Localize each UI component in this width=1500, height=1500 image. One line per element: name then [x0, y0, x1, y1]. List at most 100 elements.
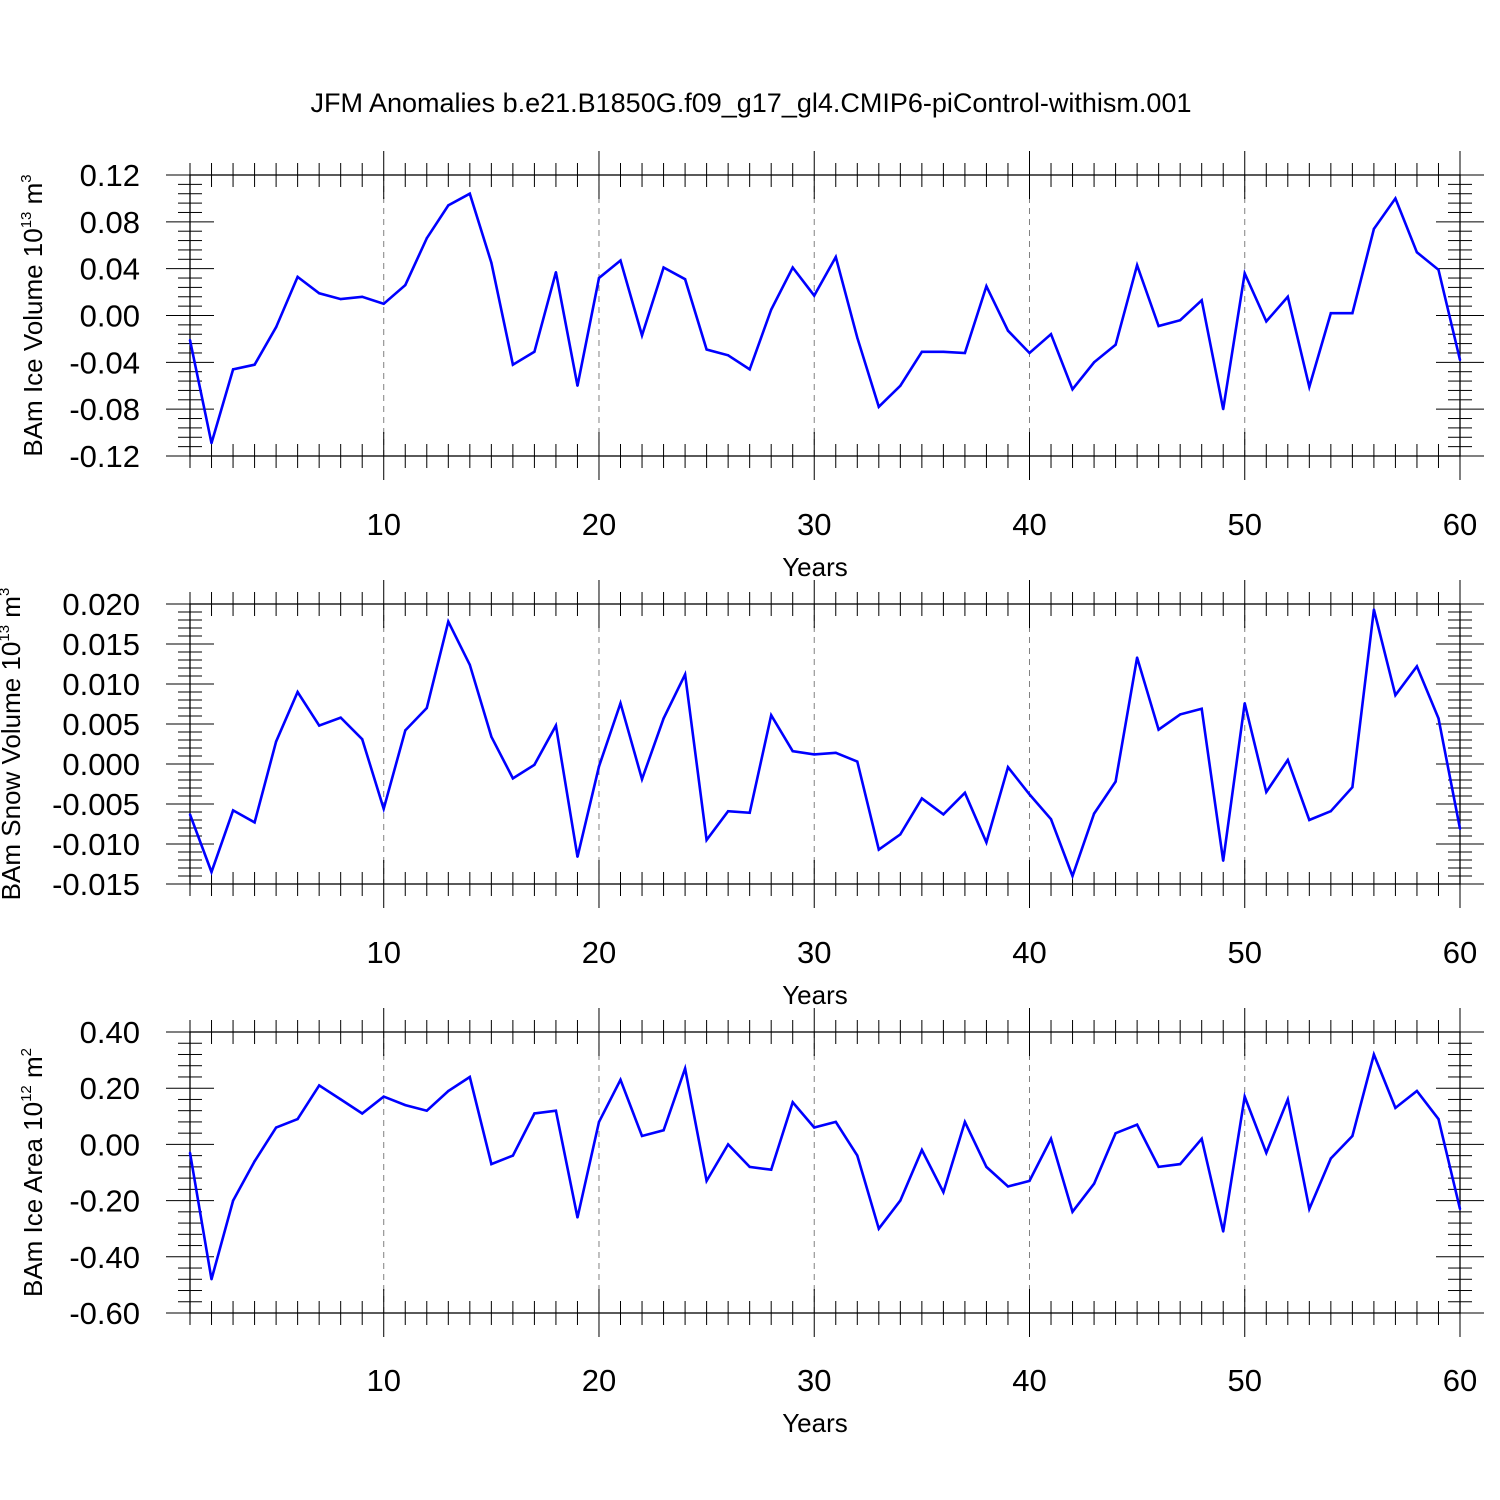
y-tick-label: 0.20: [80, 1071, 140, 1106]
data-point: [1415, 1089, 1419, 1093]
data-point: [1437, 717, 1440, 720]
y-axis-title: BAm Ice Volume 1013 m3: [18, 174, 48, 456]
data-point: [447, 204, 450, 207]
y-tick-label: -0.08: [69, 392, 140, 427]
data-point: [274, 740, 278, 743]
data-point: [834, 1120, 837, 1124]
x-tick-label: 10: [366, 935, 400, 970]
data-point: [942, 350, 945, 353]
data-point: [339, 716, 342, 719]
y-axis-title: BAm Ice Area 1012 m2: [18, 1048, 48, 1297]
data-point: [317, 724, 321, 727]
data-point: [597, 276, 601, 280]
data-point: [253, 363, 256, 366]
data-point: [985, 285, 988, 288]
data-point: [920, 797, 924, 800]
y-tick-label: 0.08: [80, 205, 140, 240]
data-point: [231, 809, 235, 812]
data-point: [1286, 758, 1289, 762]
data-point: [425, 1109, 428, 1112]
plot-frame: [189, 174, 1461, 457]
data-point: [231, 1199, 235, 1202]
data-point: [726, 1143, 730, 1146]
x-tick-label: 40: [1012, 1363, 1046, 1398]
data-point: [1351, 786, 1354, 789]
data-point: [813, 1126, 816, 1129]
x-tick-label: 50: [1228, 507, 1262, 542]
series-line: [188, 1050, 1462, 1280]
data-point: [619, 1078, 622, 1081]
data-point: [1437, 268, 1440, 272]
data-point: [1351, 1134, 1354, 1138]
data-point: [1329, 311, 1333, 315]
data-point: [490, 261, 493, 265]
y-tick-label: -0.005: [52, 787, 140, 822]
data-point: [963, 1120, 967, 1124]
data-point: [296, 690, 299, 694]
data-point: [253, 821, 256, 824]
data-point: [296, 275, 299, 279]
data-point: [963, 351, 967, 355]
x-tick-label: 40: [1012, 507, 1046, 542]
y-tick-label: 0.12: [80, 158, 140, 193]
data-point: [813, 753, 816, 756]
data-point: [1092, 361, 1096, 364]
panel-snow-volume: -0.015 -0.010 -0.005 0.000 0.005 0.010 0.015 0.…: [0, 580, 1484, 1010]
y-tick-label: -0.010: [52, 827, 140, 862]
data-point: [231, 368, 235, 371]
data-point: [1243, 272, 1246, 275]
x-tick-label: 20: [582, 507, 616, 542]
data-point: [662, 1129, 665, 1132]
data-point: [640, 778, 644, 781]
data-point: [576, 384, 579, 387]
data-point: [1372, 608, 1376, 611]
data-point: [425, 237, 428, 240]
x-axis-title: Years: [782, 980, 848, 1010]
data-point: [705, 838, 708, 842]
data-point: [511, 363, 515, 366]
x-tick-label: 30: [797, 507, 831, 542]
data-point: [533, 763, 536, 766]
data-point: [468, 663, 472, 666]
data-point: [425, 706, 428, 710]
data-point: [899, 384, 902, 387]
data-point: [683, 673, 687, 676]
data-point: [468, 192, 472, 195]
data-point: [1049, 333, 1053, 336]
data-point: [705, 1179, 708, 1183]
data-point: [1286, 295, 1289, 298]
data-point: [1329, 1157, 1333, 1160]
data-point: [683, 278, 687, 281]
data-point: [726, 354, 730, 357]
data-point: [748, 1165, 751, 1169]
y-tick-label: 0.020: [62, 587, 140, 622]
data-point: [1114, 343, 1117, 346]
panels: -0.12 -0.08 -0.04 0.00 0.04 0.08 0.12 10 20 30 40 5…: [0, 151, 1484, 1438]
data-point: [1006, 766, 1010, 769]
x-tick-label: 40: [1012, 935, 1046, 970]
data-point: [1415, 251, 1419, 254]
data-point: [1200, 1137, 1203, 1140]
data-point: [1437, 1117, 1440, 1121]
data-point: [662, 717, 665, 720]
series-line: [188, 609, 1462, 880]
plot-frame: [189, 603, 1461, 885]
y-tick-label: 0.000: [62, 747, 140, 782]
data-point: [447, 620, 450, 623]
y-axis-title: BAm Snow Volume 1013 m3: [0, 588, 26, 901]
data-point: [1308, 1207, 1311, 1211]
data-point: [210, 441, 213, 445]
data-point: [1200, 707, 1203, 710]
y-tick-label: 0.04: [80, 252, 140, 287]
x-tick-label: 10: [366, 507, 400, 542]
data-point: [1006, 1185, 1010, 1188]
data-point: [791, 266, 794, 269]
y-tick-label: -0.04: [69, 345, 140, 380]
x-tick-label: 10: [366, 1363, 400, 1398]
data-point: [899, 1199, 902, 1202]
x-tick-label: 20: [582, 935, 616, 970]
data-point: [1222, 407, 1225, 411]
data-point: [1049, 1137, 1053, 1140]
x-axis-title: Years: [782, 552, 848, 582]
